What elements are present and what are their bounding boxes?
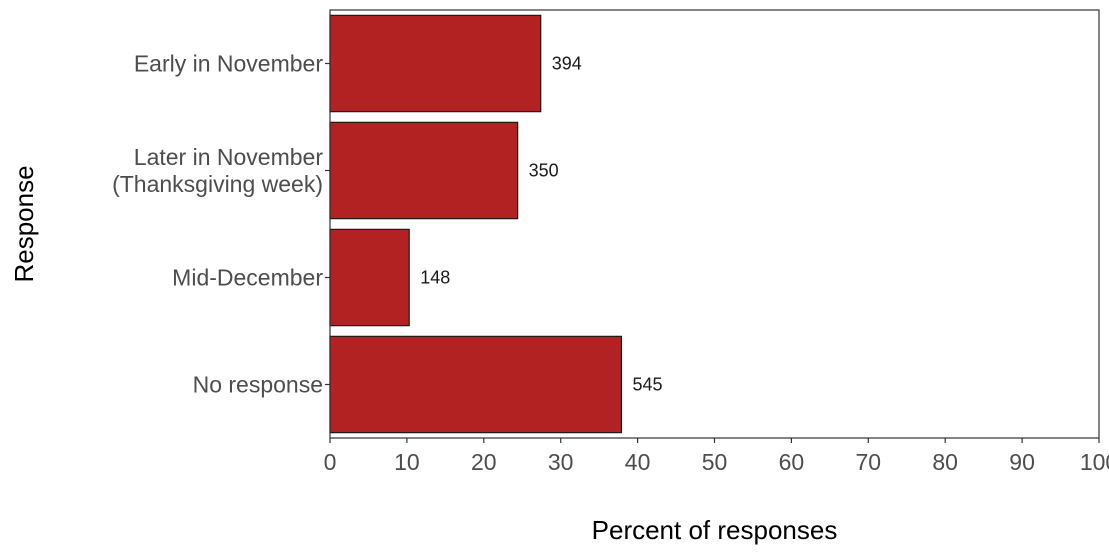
x-tick-label: 90 — [1009, 449, 1035, 475]
x-tick-label: 70 — [856, 449, 882, 475]
bar-data-label: 394 — [552, 54, 582, 74]
bar-data-label: 148 — [420, 268, 450, 288]
y-axis: Early in November Later in November (Thank… — [112, 51, 330, 398]
bar-data-label: 350 — [529, 161, 559, 181]
bar — [329, 228, 410, 327]
bar — [329, 14, 542, 113]
y-tick-label: Early in November — [134, 51, 324, 77]
y-tick-label: No response — [193, 372, 323, 398]
x-tick-label: 100 — [1080, 449, 1109, 475]
bar-data-label: 545 — [632, 375, 662, 395]
x-tick-label: 30 — [548, 449, 574, 475]
x-tick-label: 50 — [702, 449, 728, 475]
x-axis-title: Percent of responses — [592, 515, 838, 545]
x-tick-label: 20 — [471, 449, 497, 475]
x-axis: 0 10 20 30 40 50 60 70 80 90 100 — [324, 438, 1109, 475]
y-tick-label: Later in November (Thanksgiving week) — [112, 144, 323, 197]
y-axis-title: Response — [9, 165, 39, 282]
bar — [329, 121, 519, 220]
x-tick-label: 80 — [932, 449, 958, 475]
x-tick-label: 0 — [324, 449, 337, 475]
bars-layer — [329, 14, 623, 434]
x-tick-label: 10 — [394, 449, 420, 475]
x-tick-label: 60 — [779, 449, 805, 475]
x-tick-label: 40 — [625, 449, 651, 475]
bar — [329, 335, 623, 434]
y-tick-label: Mid-December — [172, 265, 323, 291]
labels-layer: 394 350 148 545 — [420, 54, 662, 395]
